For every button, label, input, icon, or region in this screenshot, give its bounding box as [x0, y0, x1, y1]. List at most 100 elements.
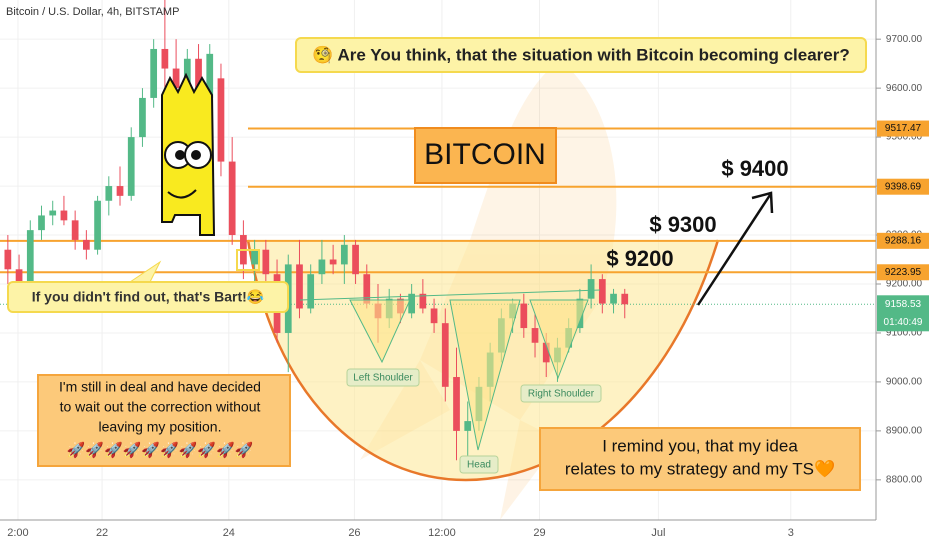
level-label: 9517.47: [885, 123, 922, 134]
right-shoulder-label: Right Shoulder: [528, 389, 595, 400]
head-shape: [449, 299, 521, 451]
candle-body: [430, 308, 438, 324]
deal-text: leaving my position.: [99, 419, 222, 435]
y-tick-label: 8900.00: [886, 426, 923, 437]
level-tag: [877, 232, 929, 249]
y-tick-label: 9200.00: [886, 279, 923, 290]
remind-text: I remind you, that my idea: [602, 436, 798, 455]
question-text: 🧐 Are You think, that the situation with…: [312, 45, 850, 64]
label-box: [459, 455, 499, 474]
candle-body: [105, 186, 113, 201]
candle-body: [15, 269, 23, 284]
bart-pupil: [191, 150, 201, 160]
bitcoin-box: [414, 127, 557, 184]
pattern-labels: Left Shoulder Head Right Shoulder: [346, 368, 602, 474]
candle-body: [329, 259, 337, 265]
y-tick-label: 8800.00: [886, 474, 923, 485]
target-label: $ 9400: [721, 156, 788, 181]
deal-text: I'm still in deal and have decided: [59, 379, 261, 395]
level-label: 9288.16: [885, 235, 922, 246]
candle-body: [598, 279, 606, 304]
y-tick-label: 9700.00: [886, 34, 923, 45]
candle-body: [419, 293, 427, 309]
x-tick-label: Jul: [651, 527, 665, 539]
bart-text: If you didn't find out, that's Bart!😂: [32, 289, 265, 305]
level-label: 9398.69: [885, 181, 922, 192]
right-shoulder-shape: [529, 299, 589, 380]
candle-body: [520, 303, 528, 329]
candle-body: [352, 244, 359, 275]
candle-body: [453, 377, 460, 431]
candle-body: [408, 293, 416, 314]
question-box: [295, 37, 867, 73]
candle-body: [251, 249, 258, 265]
candle-body: [4, 249, 12, 270]
candle-body: [296, 264, 303, 309]
candle-body: [161, 48, 169, 69]
candle-body: [340, 244, 348, 265]
head-label: Head: [467, 460, 491, 471]
arrow-head: [751, 191, 774, 214]
y-tick-label: 9600.00: [886, 83, 923, 94]
left-shoulder-label: Left Shoulder: [353, 373, 413, 384]
y-tick-label: 9500.00: [886, 132, 923, 143]
bart-pupil: [175, 150, 185, 160]
y-tick-label: 9100.00: [886, 328, 923, 339]
level-tag: [877, 178, 929, 195]
y-tick-label: 9000.00: [886, 377, 923, 388]
bart-mouth: [167, 189, 197, 199]
callout-target: [236, 249, 260, 271]
candle-body: [262, 249, 270, 275]
x-tick-label: 29: [533, 527, 545, 539]
left-shoulder-shape: [349, 299, 411, 364]
candle-body: [183, 58, 191, 89]
bart-box: [7, 281, 289, 313]
candle-body: [464, 421, 472, 431]
candle-body: [206, 53, 214, 98]
candle-body: [587, 279, 595, 299]
bitcoin-text: BITCOIN: [424, 138, 546, 171]
last-price-label: 9158.53: [885, 299, 922, 310]
candle-body: [38, 215, 45, 231]
bart: [161, 72, 216, 236]
candle-body: [531, 328, 539, 343]
level-label: 9223.95: [885, 267, 922, 278]
candle-body: [116, 186, 124, 196]
level-tag: [877, 120, 929, 137]
candle-body: [610, 293, 617, 304]
candle-body: [621, 293, 629, 305]
x-tick-label: 2:00: [7, 527, 28, 539]
candle-body: [542, 342, 550, 363]
pattern: [299, 289, 601, 451]
candle-body: [83, 239, 90, 250]
arrow-shaft: [696, 194, 772, 306]
candle-body: [318, 259, 326, 275]
candle-body: [172, 68, 180, 89]
cup-line: [246, 239, 720, 482]
candle-body: [94, 200, 101, 250]
candle-body: [217, 78, 225, 162]
remind-box: [539, 427, 861, 491]
neckline: [299, 289, 601, 301]
target-label: $ 9200: [606, 246, 673, 271]
candle-body: [71, 220, 79, 240]
candle-body: [139, 97, 146, 138]
remind-text: relates to my strategy and my TS🧡: [565, 459, 836, 478]
x-tick-label: 26: [348, 527, 360, 539]
candle-body: [363, 274, 371, 304]
x-tick-label: 24: [223, 527, 235, 539]
candle-body: [307, 274, 315, 309]
arrow: [696, 191, 774, 306]
candle-body: [49, 210, 57, 216]
x-tick-label: 3: [788, 527, 794, 539]
candle-body: [228, 161, 236, 236]
level-tag: [877, 264, 929, 281]
label-box: [346, 368, 420, 387]
candle-body: [26, 230, 34, 284]
x-tick-label: 12:00: [428, 527, 456, 539]
candle-body: [60, 210, 68, 221]
target-label: $ 9300: [649, 212, 716, 237]
rockets: 🚀🚀🚀🚀🚀🚀🚀🚀🚀🚀: [67, 441, 254, 459]
candle-body: [195, 58, 202, 98]
last-price-tag: [877, 295, 929, 332]
